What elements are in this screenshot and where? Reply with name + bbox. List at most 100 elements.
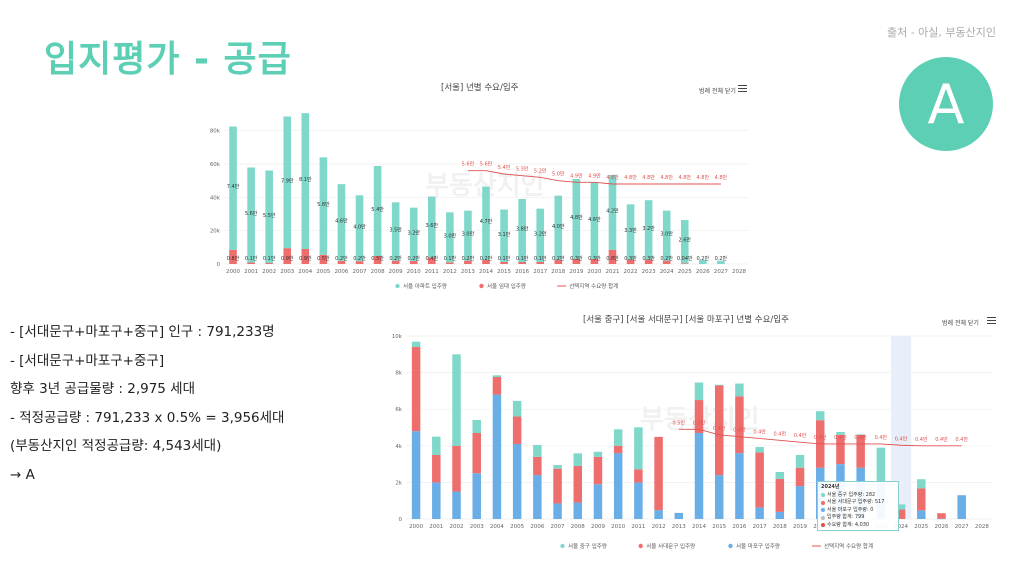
bar-segment bbox=[411, 431, 421, 519]
y-tick-label: 0 bbox=[399, 517, 403, 523]
top-legend-collapse-button[interactable]: 범례 전체 닫기 bbox=[699, 88, 736, 95]
demand-label: 0.4만 bbox=[814, 434, 827, 441]
bar-segment bbox=[795, 454, 805, 468]
grade-badge: A bbox=[899, 57, 993, 151]
demand-label: 5.6만 bbox=[462, 161, 475, 168]
bar-segment bbox=[500, 209, 508, 262]
bar-segment bbox=[283, 116, 292, 249]
bar-segment bbox=[662, 260, 671, 264]
bar-segment bbox=[464, 260, 472, 264]
data-label: 3.1만 bbox=[498, 231, 511, 238]
bar-segment bbox=[492, 375, 502, 378]
bar-segment bbox=[694, 432, 704, 519]
bar-segment bbox=[634, 482, 643, 519]
data-label: 0.8만 bbox=[227, 255, 240, 262]
bar-segment bbox=[699, 259, 707, 264]
data-label: 0.2만 bbox=[353, 255, 366, 262]
data-label: 5.4만 bbox=[371, 206, 384, 213]
x-tick-label: 2003 bbox=[280, 269, 294, 275]
bar-segment bbox=[533, 444, 542, 457]
data-label: 3.2만 bbox=[642, 225, 655, 232]
legend-label: 서울 임대 입주량 bbox=[487, 282, 526, 290]
bar-segment bbox=[590, 259, 599, 264]
bar-segment bbox=[795, 486, 805, 519]
bottom-chart-svg: 부동산지인02k4k6k8k10k20002001200220032004200… bbox=[392, 334, 992, 550]
data-label: 0.2만 bbox=[715, 255, 728, 262]
data-label: 0.2만 bbox=[697, 255, 710, 262]
grade-letter: A bbox=[927, 72, 965, 136]
x-tick-label: 2020 bbox=[587, 269, 601, 275]
data-label: 7.9만 bbox=[281, 177, 294, 184]
bar-segment bbox=[427, 196, 436, 258]
bar-segment bbox=[446, 212, 454, 263]
bar-segment bbox=[229, 126, 237, 250]
legend-label: 선택지역 수요량 합계 bbox=[569, 282, 618, 290]
data-label: 3.2만 bbox=[407, 229, 420, 236]
bar-segment bbox=[836, 434, 845, 465]
data-label: 0.3만 bbox=[570, 255, 583, 262]
x-tick-label: 2013 bbox=[672, 524, 686, 530]
bar-segment bbox=[626, 204, 635, 260]
x-tick-label: 2006 bbox=[334, 269, 348, 275]
data-label: 3.5만 bbox=[389, 227, 402, 234]
x-tick-label: 2009 bbox=[591, 524, 605, 530]
bar-segment bbox=[937, 513, 946, 519]
bottom-menu-icon[interactable] bbox=[987, 317, 996, 324]
y-tick-label: 6k bbox=[395, 407, 402, 413]
bottom-legend-collapse-button[interactable]: 범례 전체 닫기 bbox=[942, 320, 979, 327]
x-tick-label: 2012 bbox=[652, 524, 666, 530]
bar-segment bbox=[518, 262, 526, 264]
bar-segment bbox=[472, 473, 481, 519]
demand-label: 0.4만 bbox=[834, 434, 847, 441]
x-tick-label: 2002 bbox=[450, 524, 464, 530]
bar-segment bbox=[301, 113, 310, 249]
bar-segment bbox=[572, 259, 581, 264]
tooltip-text: 서울 서대문구 입주량: 517 bbox=[827, 499, 885, 505]
data-label: 0.1만 bbox=[516, 255, 529, 262]
tooltip-row: 서울 중구 입주량: 282 bbox=[821, 492, 895, 500]
demand-line bbox=[467, 170, 721, 185]
x-tick-label: 2018 bbox=[551, 269, 565, 275]
bar-segment bbox=[937, 518, 946, 520]
x-tick-label: 2000 bbox=[226, 269, 240, 275]
data-label: 0.2만 bbox=[462, 255, 475, 262]
bar-segment bbox=[500, 262, 508, 264]
bar-segment bbox=[755, 447, 764, 453]
x-tick-label: 2006 bbox=[530, 524, 544, 530]
bottom-chart-panel: [서울 중구] [서울 서대문구] [서울 마포구] 년별 수요/입주 범례 전… bbox=[380, 310, 1000, 565]
bar-segment bbox=[409, 207, 418, 261]
x-tick-label: 2025 bbox=[914, 524, 928, 530]
data-label: 0.5만 bbox=[371, 255, 384, 262]
data-label: 4.8만 bbox=[570, 214, 583, 221]
tooltip-row: 서울 마포구 입주량: 0 bbox=[821, 507, 895, 515]
bar-segment bbox=[917, 479, 926, 489]
bar-segment bbox=[301, 249, 310, 264]
legend-dot-icon bbox=[560, 543, 565, 549]
demand-label: 4.8만 bbox=[678, 174, 691, 181]
legend-label: 선택지역 수요량 합계 bbox=[824, 542, 873, 550]
bar-segment bbox=[337, 184, 346, 261]
tooltip-year: 2024년 bbox=[821, 484, 840, 490]
bar-segment bbox=[593, 484, 603, 519]
x-tick-label: 2010 bbox=[611, 524, 625, 530]
bar-segment bbox=[553, 468, 562, 504]
top-menu-icon[interactable] bbox=[738, 85, 747, 92]
bar-segment bbox=[694, 400, 704, 433]
bar-segment bbox=[876, 447, 886, 487]
bar-segment bbox=[512, 400, 522, 417]
legend-label: 서울 중구 입주량 bbox=[568, 542, 607, 550]
note-supply: 향후 3년 공급물량 : 2,975 세대 bbox=[10, 381, 196, 397]
x-tick-label: 2001 bbox=[244, 269, 258, 275]
bar-segment bbox=[755, 507, 764, 519]
data-label: 3.6만 bbox=[426, 222, 439, 229]
bar-segment bbox=[613, 453, 623, 519]
demand-label: 4.8만 bbox=[642, 174, 655, 181]
x-tick-label: 2015 bbox=[497, 269, 511, 275]
data-label: 0.1만 bbox=[263, 255, 276, 262]
data-label: 0.4만 bbox=[426, 255, 439, 262]
bar-segment bbox=[247, 167, 255, 263]
bar-segment bbox=[553, 465, 562, 469]
x-tick-label: 2028 bbox=[732, 269, 746, 275]
bar-segment bbox=[775, 478, 785, 512]
demand-label: 4.8만 bbox=[606, 174, 619, 181]
